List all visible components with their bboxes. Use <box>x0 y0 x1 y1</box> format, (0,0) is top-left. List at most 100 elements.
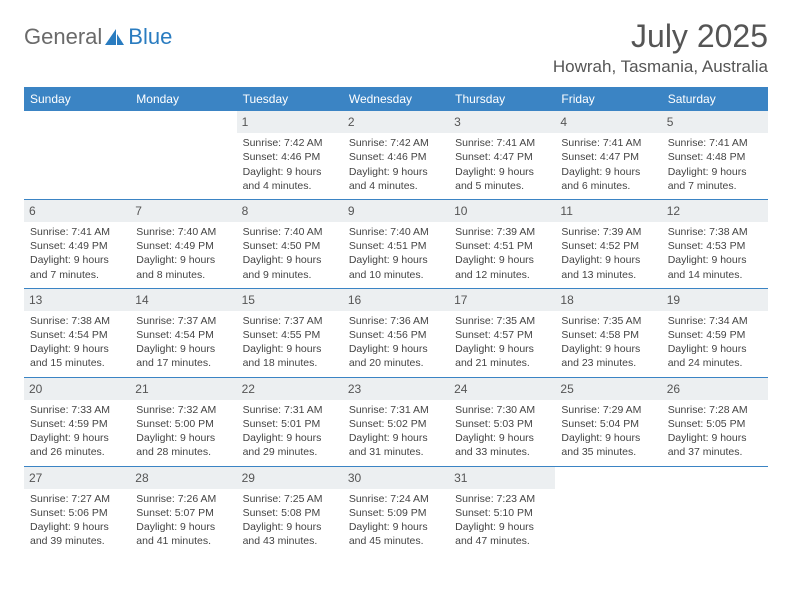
day-number: 30 <box>343 467 449 489</box>
logo-sail-icon <box>104 28 126 46</box>
calendar-cell: 14 Sunrise: 7:37 AMSunset: 4:54 PMDayligh… <box>130 288 236 377</box>
calendar-cell: 25 Sunrise: 7:29 AMSunset: 5:04 PMDayligh… <box>555 377 661 466</box>
location-text: Howrah, Tasmania, Australia <box>553 57 768 77</box>
day-number: 5 <box>662 111 768 133</box>
day-details: Sunrise: 7:26 AMSunset: 5:07 PMDaylight:… <box>134 492 232 549</box>
calendar-cell <box>662 466 768 554</box>
calendar-cell: 19 Sunrise: 7:34 AMSunset: 4:59 PMDayligh… <box>662 288 768 377</box>
day-details: Sunrise: 7:41 AMSunset: 4:47 PMDaylight:… <box>453 136 551 193</box>
day-header: Friday <box>555 87 661 111</box>
logo-text-general: General <box>24 24 102 50</box>
day-number: 6 <box>24 200 130 222</box>
day-details: Sunrise: 7:28 AMSunset: 5:05 PMDaylight:… <box>666 403 764 460</box>
day-number: 28 <box>130 467 236 489</box>
day-details: Sunrise: 7:24 AMSunset: 5:09 PMDaylight:… <box>347 492 445 549</box>
calendar-cell <box>130 111 236 199</box>
calendar-cell: 17Sunrise: 7:35 AMSunset: 4:57 PMDayligh… <box>449 288 555 377</box>
day-details: Sunrise: 7:25 AMSunset: 5:08 PMDaylight:… <box>241 492 339 549</box>
day-header: Tuesday <box>237 87 343 111</box>
calendar-cell: 5 Sunrise: 7:41 AMSunset: 4:48 PMDaylight… <box>662 111 768 199</box>
day-number: 29 <box>237 467 343 489</box>
calendar-cell: 12 Sunrise: 7:38 AMSunset: 4:53 PMDayligh… <box>662 199 768 288</box>
day-details: Sunrise: 7:35 AMSunset: 4:58 PMDaylight:… <box>559 314 657 371</box>
calendar-cell: 8 Sunrise: 7:40 AMSunset: 4:50 PMDaylight… <box>237 199 343 288</box>
day-details: Sunrise: 7:40 AMSunset: 4:50 PMDaylight:… <box>241 225 339 282</box>
calendar-week: 1Sunrise: 7:42 AMSunset: 4:46 PMDaylight… <box>24 111 768 199</box>
calendar-cell <box>24 111 130 199</box>
day-details: Sunrise: 7:31 AMSunset: 5:01 PMDaylight:… <box>241 403 339 460</box>
day-number: 26 <box>662 378 768 400</box>
day-details: Sunrise: 7:29 AMSunset: 5:04 PMDaylight:… <box>559 403 657 460</box>
calendar-cell: 31Sunrise: 7:23 AMSunset: 5:10 PMDayligh… <box>449 466 555 554</box>
day-header: Monday <box>130 87 236 111</box>
day-details: Sunrise: 7:39 AMSunset: 4:52 PMDaylight:… <box>559 225 657 282</box>
day-number: 19 <box>662 289 768 311</box>
calendar-week: 27 Sunrise: 7:27 AMSunset: 5:06 PMDayligh… <box>24 466 768 554</box>
day-number: 12 <box>662 200 768 222</box>
calendar-cell: 27 Sunrise: 7:27 AMSunset: 5:06 PMDayligh… <box>24 466 130 554</box>
page-title: July 2025 <box>553 18 768 55</box>
calendar-cell: 7Sunrise: 7:40 AMSunset: 4:49 PMDaylight… <box>130 199 236 288</box>
day-number: 31 <box>449 467 555 489</box>
day-number: 24 <box>449 378 555 400</box>
calendar-cell: 21 Sunrise: 7:32 AMSunset: 5:00 PMDayligh… <box>130 377 236 466</box>
day-details: Sunrise: 7:38 AMSunset: 4:54 PMDaylight:… <box>28 314 126 371</box>
day-details: Sunrise: 7:41 AMSunset: 4:47 PMDaylight:… <box>559 136 657 193</box>
day-number: 17 <box>449 289 555 311</box>
calendar-table: SundayMondayTuesdayWednesdayThursdayFrid… <box>24 87 768 554</box>
day-number: 1 <box>237 111 343 133</box>
day-number: 18 <box>555 289 661 311</box>
day-number: 8 <box>237 200 343 222</box>
day-number: 14 <box>130 289 236 311</box>
calendar-cell: 15 Sunrise: 7:37 AMSunset: 4:55 PMDayligh… <box>237 288 343 377</box>
day-details: Sunrise: 7:42 AMSunset: 4:46 PMDaylight:… <box>347 136 445 193</box>
day-details: Sunrise: 7:40 AMSunset: 4:51 PMDaylight:… <box>347 225 445 282</box>
header: General Blue July 2025 Howrah, Tasmania,… <box>24 18 768 77</box>
day-number: 15 <box>237 289 343 311</box>
day-number: 2 <box>343 111 449 133</box>
day-number: 23 <box>343 378 449 400</box>
day-details: Sunrise: 7:40 AMSunset: 4:49 PMDaylight:… <box>134 225 232 282</box>
day-number: 25 <box>555 378 661 400</box>
calendar-cell: 26 Sunrise: 7:28 AMSunset: 5:05 PMDayligh… <box>662 377 768 466</box>
calendar-cell: 1 Sunrise: 7:42 AMSunset: 4:46 PMDaylight… <box>237 111 343 199</box>
day-number: 4 <box>555 111 661 133</box>
day-details: Sunrise: 7:41 AMSunset: 4:48 PMDaylight:… <box>666 136 764 193</box>
day-details: Sunrise: 7:34 AMSunset: 4:59 PMDaylight:… <box>666 314 764 371</box>
calendar-cell: 24 Sunrise: 7:30 AMSunset: 5:03 PMDayligh… <box>449 377 555 466</box>
logo: General Blue <box>24 18 172 50</box>
calendar-cell: 3 Sunrise: 7:41 AMSunset: 4:47 PMDaylight… <box>449 111 555 199</box>
calendar-cell: 29 Sunrise: 7:25 AMSunset: 5:08 PMDayligh… <box>237 466 343 554</box>
calendar-cell: 30 Sunrise: 7:24 AMSunset: 5:09 PMDayligh… <box>343 466 449 554</box>
calendar-week: 6Sunrise: 7:41 AMSunset: 4:49 PMDaylight… <box>24 199 768 288</box>
day-number: 27 <box>24 467 130 489</box>
calendar-week: 13Sunrise: 7:38 AMSunset: 4:54 PMDayligh… <box>24 288 768 377</box>
day-header: Saturday <box>662 87 768 111</box>
calendar-cell: 4 Sunrise: 7:41 AMSunset: 4:47 PMDaylight… <box>555 111 661 199</box>
day-details: Sunrise: 7:42 AMSunset: 4:46 PMDaylight:… <box>241 136 339 193</box>
calendar-cell: 18 Sunrise: 7:35 AMSunset: 4:58 PMDayligh… <box>555 288 661 377</box>
day-header-row: SundayMondayTuesdayWednesdayThursdayFrid… <box>24 87 768 111</box>
day-number: 20 <box>24 378 130 400</box>
day-number: 3 <box>449 111 555 133</box>
calendar-cell: 20Sunrise: 7:33 AMSunset: 4:59 PMDayligh… <box>24 377 130 466</box>
day-header: Wednesday <box>343 87 449 111</box>
calendar-cell: 2 Sunrise: 7:42 AMSunset: 4:46 PMDaylight… <box>343 111 449 199</box>
day-header: Thursday <box>449 87 555 111</box>
day-details: Sunrise: 7:37 AMSunset: 4:55 PMDaylight:… <box>241 314 339 371</box>
day-details: Sunrise: 7:37 AMSunset: 4:54 PMDaylight:… <box>134 314 232 371</box>
day-details: Sunrise: 7:30 AMSunset: 5:03 PMDaylight:… <box>453 403 551 460</box>
calendar-cell: 6Sunrise: 7:41 AMSunset: 4:49 PMDaylight… <box>24 199 130 288</box>
day-number: 22 <box>237 378 343 400</box>
day-details: Sunrise: 7:32 AMSunset: 5:00 PMDaylight:… <box>134 403 232 460</box>
day-number: 10 <box>449 200 555 222</box>
day-details: Sunrise: 7:31 AMSunset: 5:02 PMDaylight:… <box>347 403 445 460</box>
day-number: 21 <box>130 378 236 400</box>
calendar-cell: 13Sunrise: 7:38 AMSunset: 4:54 PMDayligh… <box>24 288 130 377</box>
calendar-cell: 23 Sunrise: 7:31 AMSunset: 5:02 PMDayligh… <box>343 377 449 466</box>
calendar-week: 20Sunrise: 7:33 AMSunset: 4:59 PMDayligh… <box>24 377 768 466</box>
title-block: July 2025 Howrah, Tasmania, Australia <box>553 18 768 77</box>
day-details: Sunrise: 7:27 AMSunset: 5:06 PMDaylight:… <box>28 492 126 549</box>
calendar-cell: 10Sunrise: 7:39 AMSunset: 4:51 PMDayligh… <box>449 199 555 288</box>
day-details: Sunrise: 7:38 AMSunset: 4:53 PMDaylight:… <box>666 225 764 282</box>
